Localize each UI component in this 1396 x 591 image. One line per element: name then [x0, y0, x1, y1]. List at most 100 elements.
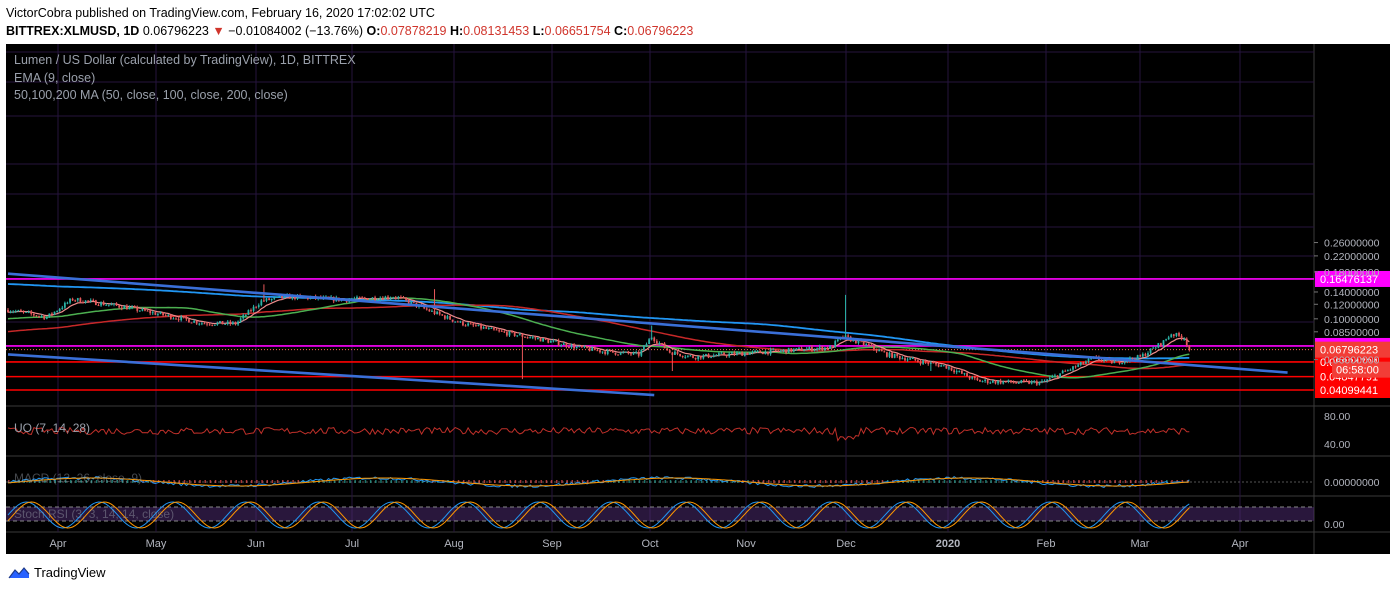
candle-body	[893, 353, 896, 358]
candle-body	[358, 296, 361, 298]
macd-hist	[354, 480, 356, 483]
candle-body	[213, 324, 216, 326]
candle-body	[402, 297, 405, 299]
macd-hist	[406, 480, 408, 483]
macd-hist	[39, 480, 41, 483]
candle-body	[756, 350, 759, 352]
candle-body	[257, 305, 260, 307]
candle-body	[17, 310, 20, 312]
macd-hist	[711, 480, 713, 483]
candle-body	[1033, 381, 1036, 383]
candle-body	[500, 330, 503, 332]
candle-body	[1051, 376, 1054, 378]
candle-body	[661, 342, 663, 344]
candle-body	[645, 344, 648, 346]
level-label-bg	[1315, 382, 1390, 399]
candle-body	[549, 340, 552, 343]
candle-body	[387, 296, 389, 299]
candle-body	[896, 353, 899, 356]
candle-body	[69, 298, 71, 303]
candle-body	[1152, 347, 1155, 349]
x-tick-label: Oct	[641, 538, 658, 550]
macd-hist	[633, 480, 636, 483]
candle-body	[394, 297, 397, 299]
macd-hist	[188, 480, 191, 483]
candle-body	[278, 295, 281, 297]
candle-body	[250, 310, 252, 312]
uo-tick-label: 40.00	[1324, 439, 1350, 451]
macd-hist	[282, 480, 284, 483]
ma50-line	[7, 297, 1190, 379]
candle-body	[901, 358, 904, 360]
last-price: 0.06796223	[142, 24, 209, 38]
candle-body	[746, 353, 749, 355]
macd-hist	[1140, 480, 1142, 483]
candle-body	[676, 351, 679, 354]
macd-hist	[876, 480, 879, 483]
candle-body	[593, 347, 596, 351]
macd-hist	[1078, 480, 1080, 483]
candle-body	[22, 311, 25, 313]
macd-hist	[219, 480, 222, 483]
candle-body	[431, 310, 433, 312]
candle-body	[909, 358, 912, 360]
macd-hist	[525, 480, 527, 483]
macd-hist	[850, 480, 853, 483]
candle-body	[529, 337, 532, 339]
macd-hist	[561, 480, 563, 483]
candle-body	[506, 332, 508, 336]
candle-body	[1072, 366, 1074, 370]
candle-body	[720, 352, 723, 354]
candle-body	[61, 307, 64, 309]
candle-body	[619, 352, 622, 355]
stoch-k-line	[7, 501, 1190, 529]
macd-hist	[814, 480, 817, 483]
macd-hist	[390, 480, 393, 483]
level-label-bg	[1315, 270, 1390, 287]
macd-hist	[147, 480, 150, 483]
price-chart[interactable]: 0.164761370.071184960.058247940.04847791…	[6, 44, 1390, 554]
candle-body	[376, 299, 379, 301]
macd-hist	[861, 480, 863, 483]
candle-body	[699, 355, 702, 359]
macd-hist	[101, 480, 103, 483]
macd-hist	[126, 480, 129, 483]
chart-area[interactable]: 0.164761370.071184960.058247940.04847791…	[6, 44, 1390, 554]
macd-hist	[866, 480, 868, 483]
candle-body	[128, 307, 131, 310]
candle-body	[35, 315, 38, 317]
candle-body	[865, 344, 868, 346]
macd-hist	[855, 480, 858, 483]
candle-body	[76, 298, 79, 301]
candle-body	[1121, 363, 1124, 365]
candle-body	[74, 300, 77, 302]
candle-body	[679, 353, 681, 356]
candle-body	[681, 355, 684, 357]
macd-hist	[468, 480, 470, 483]
candle-body	[686, 355, 689, 357]
candle-body	[599, 350, 601, 353]
candle-body	[565, 343, 568, 347]
stoch-d-line	[7, 501, 1190, 529]
candle-body	[1178, 333, 1180, 336]
candle-body	[443, 315, 446, 319]
macd-hist	[287, 480, 289, 483]
macd-hist	[985, 480, 987, 483]
macd-hist	[809, 480, 811, 483]
x-tick-label: Feb	[1037, 538, 1056, 550]
candle-body	[596, 350, 599, 352]
candle-body	[668, 350, 671, 353]
candle-body	[193, 320, 196, 323]
candle-body	[1116, 360, 1118, 362]
candle-body	[518, 334, 521, 336]
candle-body	[1048, 377, 1051, 380]
macd-hist	[1129, 480, 1132, 483]
macd-hist	[685, 480, 687, 483]
macd-hist	[194, 480, 196, 483]
macd-hist	[654, 480, 656, 483]
macd-hist	[566, 480, 568, 483]
candle-body	[911, 358, 914, 360]
candle-body	[195, 320, 198, 324]
candle-body	[1103, 359, 1105, 361]
candle-body	[356, 296, 358, 299]
